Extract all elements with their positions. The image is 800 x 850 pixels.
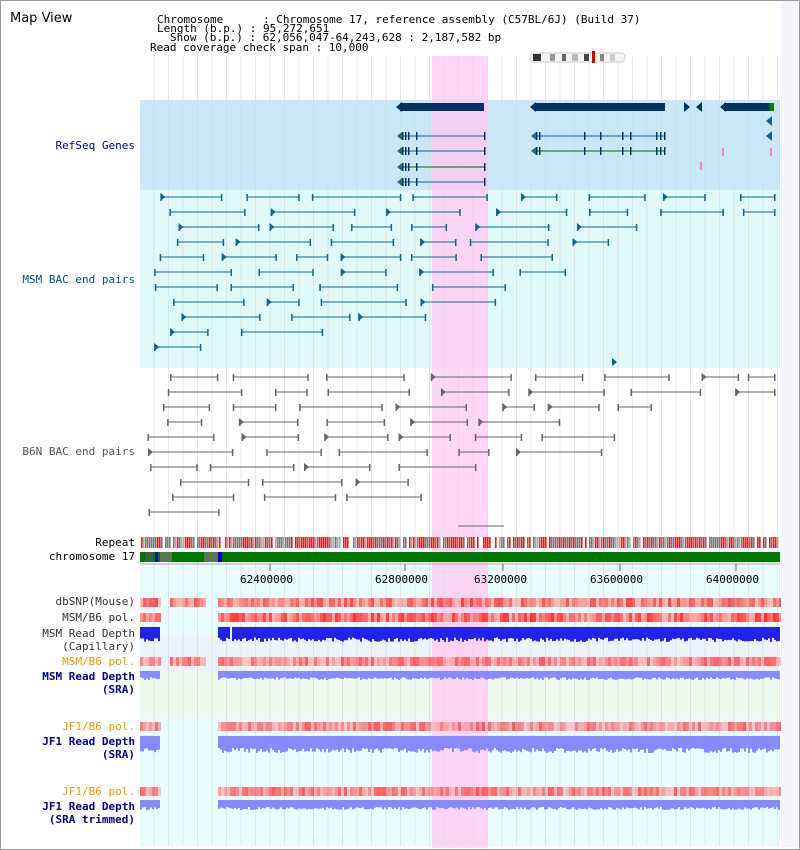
repeat-track[interactable] (141, 537, 779, 548)
repeat-label: Repeat (95, 536, 135, 549)
msm-bac-end-pairs[interactable] (154, 193, 776, 366)
axis-tick-label: 63200000 (474, 573, 527, 586)
chromosome-bar[interactable] (140, 552, 780, 562)
msm-b6-pol-track-1[interactable] (140, 613, 782, 622)
map-view-title: Map View (10, 11, 73, 26)
axis-tick-label: 62400000 (240, 573, 293, 586)
jf1-read-depth-trim-sublabel: (SRA trimmed) (48, 813, 135, 826)
chromosome-info: Chromosome : Chromosome 17, reference as… (157, 13, 641, 26)
axis-tick-label: 63600000 (590, 573, 643, 586)
chromosome-label: chromosome 17 (48, 550, 135, 563)
dbsnp-label: dbSNP(Mouse) (55, 595, 135, 608)
chromosome-ideogram[interactable] (529, 51, 626, 63)
right-margin-strip (781, 1, 798, 847)
msm-bac-label[interactable]: MSM BAC end pairs (22, 273, 135, 286)
show-range-info: Show (b.p.) : 62,056,047-64,243,628 : 2,… (170, 31, 502, 44)
msm-b6-pol-track-2[interactable] (140, 657, 782, 666)
jf1-b6-pol-2-label: JF1/B6 pol. (62, 785, 135, 798)
refseq-genes-track[interactable] (396, 102, 774, 170)
msm-read-depth-sra-label: MSM Read Depth (42, 670, 135, 683)
jf1-b6-pol-track-1[interactable] (140, 722, 782, 731)
msm-read-depth-capillary[interactable] (140, 627, 780, 642)
jf1-read-depth-trimmed[interactable] (140, 800, 780, 810)
axis-tick-label: 62800000 (375, 573, 428, 586)
length-info: Length (b.p.) : 95,272,651 (157, 22, 330, 35)
msm-b6-pol-sra-label: MSM/B6 pol. (62, 655, 135, 668)
msm-read-depth-sra-sublabel: (SRA) (101, 683, 135, 696)
jf1-read-depth-sra-label: JF1 Read Depth (42, 735, 135, 748)
jf1-b6-pol-label: JF1/B6 pol. (62, 720, 135, 733)
refseq-genes-label[interactable]: RefSeq Genes (55, 139, 135, 152)
axis-tick-label: 64000000 (706, 573, 759, 586)
jf1-b6-pol-track-2[interactable] (140, 787, 782, 796)
coverage-span-info: Read coverage check span : 10,000 (150, 41, 369, 54)
msm-read-depth-cap-label: MSM Read Depth (42, 627, 135, 640)
b6n-bac-label[interactable]: B6N BAC end pairs (22, 445, 135, 458)
jf1-read-depth-sra[interactable] (140, 736, 780, 753)
msm-b6-pol-label: MSM/B6 pol. (62, 611, 135, 624)
b6n-bac-end-pairs[interactable] (147, 373, 776, 527)
jf1-read-depth-trim-label: JF1 Read Depth (42, 800, 135, 813)
refseq-transcripts[interactable] (397, 132, 666, 186)
jf1-read-depth-sra-sublabel: (SRA) (101, 748, 135, 761)
msm-read-depth-sra[interactable] (140, 671, 780, 680)
msm-read-depth-cap-sublabel: (Capillary) (62, 640, 135, 653)
dbsnp-track[interactable] (140, 598, 782, 607)
